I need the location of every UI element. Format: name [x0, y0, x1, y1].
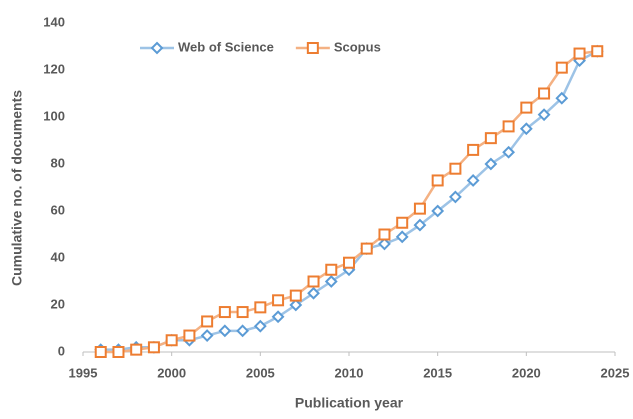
data-point: [466, 174, 480, 187]
series-line: [100, 49, 598, 354]
data-point: [218, 324, 232, 338]
data-point: [325, 263, 338, 276]
y-tick-label: 60: [51, 202, 65, 217]
data-point: [200, 329, 214, 342]
legend-label: Web of Science: [178, 39, 274, 54]
legend-marker: [150, 41, 164, 55]
data-point: [502, 120, 515, 133]
data-point: [449, 162, 462, 175]
data-point: [519, 122, 533, 136]
data-point: [467, 143, 480, 156]
data-point: [484, 132, 497, 145]
data-point: [201, 315, 214, 328]
data-point: [272, 294, 285, 307]
data-point: [236, 324, 250, 338]
x-tick-label: 2005: [246, 365, 275, 380]
data-point: [502, 145, 516, 159]
data-point: [324, 275, 338, 288]
data-point: [484, 157, 498, 171]
legend-item: Scopus: [295, 39, 381, 54]
legend-marker: [306, 42, 319, 54]
data-point: [520, 101, 533, 114]
data-point: [254, 301, 267, 314]
y-tick-label: 40: [51, 249, 65, 264]
data-point: [413, 218, 427, 232]
legend-item: Web of Science: [140, 39, 274, 54]
x-tick-label: 2015: [423, 365, 452, 380]
x-axis-label: Publication year: [295, 395, 404, 411]
data-point: [343, 256, 355, 269]
data-point: [555, 91, 569, 105]
data-point: [289, 298, 303, 312]
data-point: [431, 204, 445, 218]
data-point: [183, 329, 196, 342]
data-point: [591, 45, 604, 58]
legend-label: Scopus: [334, 39, 381, 54]
data-point: [413, 202, 426, 215]
data-point: [360, 242, 373, 255]
data-point: [448, 190, 462, 204]
data-point: [236, 306, 249, 319]
y-axis-label: Cumulative no. of documents: [9, 90, 25, 286]
y-tick-label: 20: [51, 296, 65, 311]
data-point: [218, 306, 231, 319]
data-point: [378, 228, 391, 241]
data-point: [431, 174, 444, 187]
y-tick-label: 120: [43, 61, 65, 76]
data-point: [573, 47, 586, 60]
series-line: [100, 50, 598, 351]
x-tick-label: 1995: [69, 365, 98, 380]
y-tick-label: 80: [51, 155, 65, 170]
x-tick-label: 2010: [335, 365, 364, 380]
data-point: [253, 319, 267, 333]
data-point: [396, 216, 409, 229]
data-point: [538, 87, 551, 100]
data-point: [555, 61, 568, 74]
data-point: [537, 108, 551, 122]
y-tick-label: 140: [43, 14, 65, 29]
data-point: [395, 230, 409, 244]
data-point: [94, 346, 107, 358]
data-point: [130, 343, 143, 356]
data-point: [307, 275, 320, 288]
data-point: [271, 310, 285, 324]
data-point: [307, 286, 320, 300]
data-point: [378, 237, 391, 251]
x-tick-label: 2025: [601, 365, 630, 380]
data-point: [147, 341, 160, 354]
data-point: [289, 289, 302, 302]
x-tick-label: 2020: [512, 365, 541, 380]
x-tick-label: 2000: [157, 365, 186, 380]
y-tick-label: 0: [58, 343, 65, 358]
y-tick-label: 100: [43, 108, 65, 123]
data-point: [112, 346, 125, 358]
data-point: [165, 334, 178, 347]
